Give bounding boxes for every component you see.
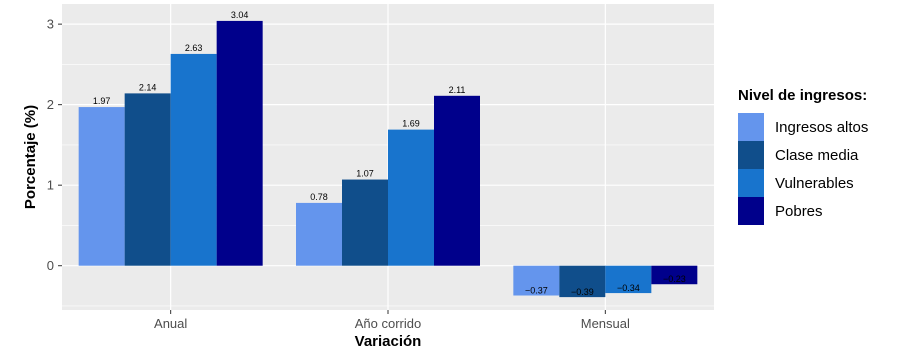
data-label: 2.63 xyxy=(185,43,203,53)
legend-swatch xyxy=(738,197,764,225)
legend-swatch xyxy=(738,141,764,169)
y-tick-label: 1 xyxy=(47,178,54,193)
x-tick-label: Año corrido xyxy=(355,316,421,331)
legend-label: Vulnerables xyxy=(775,175,854,192)
data-label: −0.37 xyxy=(525,286,548,296)
bar xyxy=(434,95,480,266)
y-tick-label: 0 xyxy=(47,258,54,273)
data-label: 3.04 xyxy=(231,10,249,20)
legend-label: Ingresos altos xyxy=(775,119,868,136)
data-label: −0.39 xyxy=(571,287,594,297)
legend-title: Nivel de ingresos: xyxy=(738,87,867,104)
bar xyxy=(124,93,171,266)
bar xyxy=(651,265,698,285)
bar xyxy=(559,265,606,298)
bar xyxy=(170,53,217,266)
bar xyxy=(78,107,125,266)
y-tick-label: 3 xyxy=(47,17,54,32)
bar xyxy=(388,129,434,266)
y-tick-label: 2 xyxy=(47,97,54,112)
data-label: 1.07 xyxy=(356,169,374,179)
x-tick-label: Mensual xyxy=(581,316,630,331)
legend-label: Clase media xyxy=(775,147,859,164)
data-labels: 1.97 2.14 2.63 3.04 0.78 1.07 1.69 2.11 −0.37 −0.… xyxy=(93,10,686,297)
bar xyxy=(513,265,560,296)
data-label: 0.78 xyxy=(310,192,328,202)
legend-swatch xyxy=(738,113,764,141)
bar xyxy=(342,179,388,266)
data-label: −0.23 xyxy=(663,274,686,284)
y-axis: 0 1 2 3 xyxy=(47,17,62,273)
legend-label: Pobres xyxy=(775,203,823,220)
legend-swatch xyxy=(738,169,764,197)
data-label: 1.69 xyxy=(402,119,420,129)
x-axis: Anual Año corrido Mensual xyxy=(154,310,630,331)
data-label: 2.11 xyxy=(449,85,466,95)
bar xyxy=(296,202,342,266)
x-tick-label: Anual xyxy=(154,316,187,331)
x-axis-title: Variación xyxy=(355,333,422,350)
data-label: 1.97 xyxy=(93,96,111,106)
y-axis-title: Porcentaje (%) xyxy=(22,105,39,209)
data-label: −0.34 xyxy=(617,283,640,293)
bars xyxy=(78,20,698,298)
legend: Nivel de ingresos: Ingresos altos Clase m… xyxy=(738,87,868,225)
data-label: 2.14 xyxy=(139,82,157,92)
bar xyxy=(216,20,263,266)
bar xyxy=(605,265,652,294)
